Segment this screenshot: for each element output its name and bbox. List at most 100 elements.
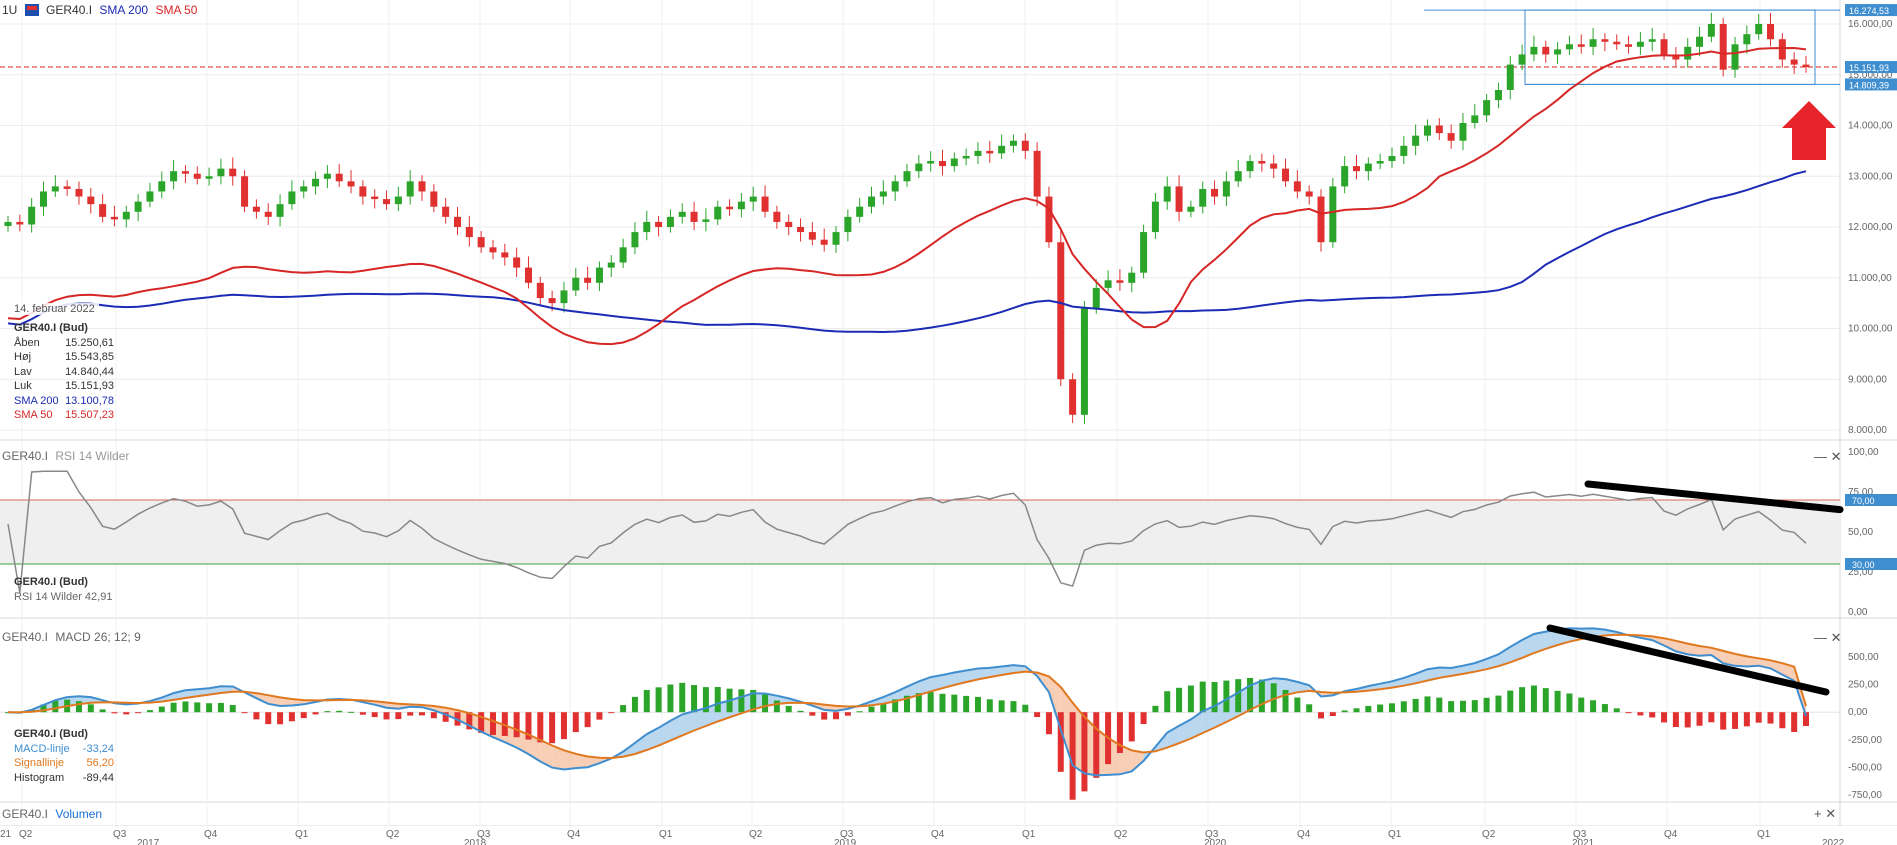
- macd-fill: [989, 666, 1002, 678]
- price-tick-label: 14.000,00: [1848, 121, 1893, 132]
- candle-body: [785, 221, 793, 227]
- macd-histogram-bar: [1590, 700, 1597, 713]
- macd-fill: [1723, 650, 1736, 666]
- quarter-tick-label: Q4: [931, 829, 945, 840]
- macd-fill: [1533, 631, 1546, 654]
- macd-symbol[interactable]: GER40.I: [2, 630, 49, 644]
- macd-histogram-bar: [833, 712, 840, 720]
- macd-info-hist: Histogram -89,44: [14, 771, 114, 784]
- macd-fill: [682, 711, 695, 736]
- macd-fill: [1782, 663, 1795, 681]
- minimize-icon[interactable]: —: [1814, 449, 1827, 464]
- macd-histogram-bar: [655, 687, 662, 713]
- sma50-legend[interactable]: SMA 50: [155, 3, 198, 17]
- sma50-line: [7, 46, 1807, 346]
- candle-body: [938, 161, 946, 167]
- macd-histogram-bar: [1258, 679, 1265, 713]
- candle-body: [252, 206, 260, 212]
- candle-body: [1684, 46, 1692, 60]
- macd-histogram-bar: [797, 710, 804, 713]
- macd-histogram-bar: [584, 712, 591, 728]
- quarter-tick-label: Q2: [749, 829, 763, 840]
- candle-body: [1388, 155, 1396, 162]
- minimize-icon[interactable]: —: [1814, 630, 1827, 645]
- candle-body: [1613, 41, 1621, 45]
- macd-histogram-bar: [1223, 680, 1230, 713]
- candle-body: [1045, 196, 1053, 243]
- candle-body: [702, 219, 710, 222]
- price-tick-label: 11.000,00: [1848, 273, 1892, 284]
- interval-label[interactable]: 1U: [2, 3, 18, 17]
- macd-histogram-bar: [927, 692, 934, 713]
- rsi-symbol[interactable]: GER40.I: [2, 449, 49, 463]
- macd-histogram-bar: [1649, 712, 1656, 718]
- macd-histogram-bar: [87, 704, 94, 713]
- price-tick-label: 10.000,00: [1848, 324, 1893, 335]
- price-tick-label: 13.000,00: [1848, 171, 1893, 182]
- macd-histogram-bar: [1672, 712, 1679, 727]
- volume-subtitle[interactable]: Volumen: [55, 807, 103, 821]
- quarter-tick-label: Q4: [1664, 829, 1678, 840]
- candle-body: [122, 211, 130, 220]
- macd-histogram-bar: [75, 701, 82, 713]
- macd-histogram-bar: [430, 712, 437, 719]
- macd-info-line: MACD-linje -33,24: [14, 742, 114, 755]
- candle-body: [678, 211, 686, 217]
- macd-histogram-bar: [1235, 679, 1242, 713]
- candle-body: [927, 161, 935, 164]
- price-tag-bg: [1845, 78, 1897, 91]
- year-tick-label: 2020: [1204, 838, 1227, 845]
- volume-symbol[interactable]: GER40.I: [2, 807, 49, 821]
- macd-tick-label: 250,00: [1848, 680, 1879, 691]
- macd-fill: [575, 753, 588, 769]
- macd-fill: [1439, 667, 1452, 678]
- symbol-label[interactable]: GER40.I: [46, 3, 93, 17]
- candle-body: [347, 181, 355, 187]
- quarter-tick-label: Q1: [1022, 829, 1036, 840]
- candle-body: [726, 206, 734, 210]
- close-icon[interactable]: ✕: [1830, 449, 1842, 464]
- candle-body: [1542, 46, 1550, 55]
- sma200-legend[interactable]: SMA 200: [99, 3, 149, 17]
- close-icon[interactable]: ✕: [1825, 806, 1837, 821]
- macd-histogram-bar: [1720, 712, 1727, 730]
- macd-fill: [268, 695, 281, 706]
- macd-histogram-bar: [489, 712, 496, 735]
- candle-body: [1258, 161, 1266, 164]
- candle-body: [1601, 39, 1609, 42]
- macd-fill: [1403, 673, 1416, 686]
- macd-tick-label: -500,00: [1848, 762, 1882, 773]
- price-tick-label: 15.000,00: [1848, 70, 1893, 81]
- macd-histogram-bar: [1199, 681, 1206, 713]
- candle-body: [1435, 125, 1443, 134]
- candle-body: [418, 181, 426, 192]
- candle-body: [1530, 46, 1538, 55]
- macd-histogram-bar: [1010, 701, 1017, 713]
- macd-histogram-bar: [714, 687, 721, 713]
- macd-histogram-bar: [146, 710, 153, 713]
- candle-body: [655, 221, 663, 227]
- year-tick-label: 2018: [464, 838, 487, 845]
- macd-histogram-bar: [123, 712, 130, 715]
- candle-body: [1104, 280, 1112, 288]
- macd-histogram-bar: [1471, 700, 1478, 713]
- macd-histogram-bar: [478, 712, 485, 733]
- macd-subtitle[interactable]: MACD 26; 12; 9: [55, 630, 141, 644]
- candle-body: [288, 191, 296, 205]
- macd-histogram-bar: [1791, 712, 1798, 733]
- macd-histogram-bar: [1045, 712, 1052, 735]
- add-icon[interactable]: +: [1814, 806, 1822, 821]
- rsi-subtitle[interactable]: RSI 14 Wilder: [55, 449, 130, 463]
- candle-body: [241, 176, 249, 207]
- macd-histogram-bar: [1377, 704, 1384, 713]
- macd-histogram-bar: [206, 703, 213, 713]
- candle-body: [536, 282, 544, 299]
- close-icon[interactable]: ✕: [1830, 630, 1842, 645]
- macd-fill: [256, 693, 269, 704]
- rsi-tick-label: 100,00: [1848, 447, 1879, 458]
- candle-body: [737, 201, 745, 210]
- macd-histogram-bar: [407, 712, 414, 716]
- macd-histogram-bar: [572, 712, 579, 733]
- candle-body: [1625, 44, 1633, 47]
